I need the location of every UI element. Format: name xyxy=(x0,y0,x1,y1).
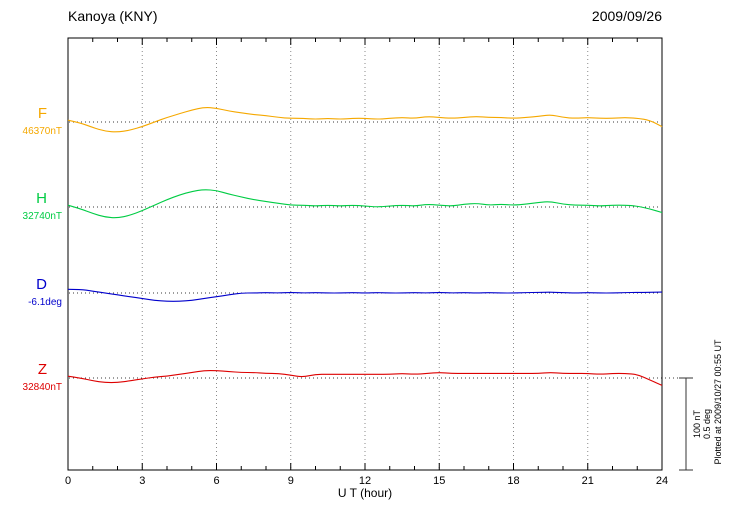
component-baseline-F: 46370nT xyxy=(22,126,62,137)
trace-F xyxy=(67,107,663,133)
scale-label-nt: 100 nT xyxy=(692,409,702,438)
component-label-F: F 46370nT xyxy=(6,106,62,138)
gridlines xyxy=(141,39,589,469)
x-tick-label: 15 xyxy=(433,475,445,487)
trace-H xyxy=(67,189,663,219)
x-tick-label: 0 xyxy=(65,475,71,487)
traces xyxy=(67,107,663,386)
component-baseline-Z: 32840nT xyxy=(22,382,62,393)
component-baseline-D: -6.1deg xyxy=(28,297,62,308)
scale-label-deg: 0.5 deg xyxy=(702,409,712,439)
component-baseline-H: 32740nT xyxy=(22,211,62,222)
plotted-at-note: Plotted at 2009/10/27 00:55 UT xyxy=(713,339,723,465)
x-tick-label: 21 xyxy=(582,475,594,487)
component-label-Z: Z 32840nT xyxy=(6,362,62,394)
trace-D xyxy=(67,288,663,302)
plot-date: 2009/09/26 xyxy=(591,8,662,24)
station-title: Kanoya (KNY) xyxy=(68,8,158,24)
trace-Z xyxy=(67,370,663,386)
component-letter-Z: Z xyxy=(37,361,47,378)
plot-frame xyxy=(67,37,663,471)
x-tick-label: 12 xyxy=(359,475,371,487)
component-label-H: H 32740nT xyxy=(6,191,62,223)
axis-ticks xyxy=(67,38,663,470)
x-axis-label: U T (hour) xyxy=(337,486,393,500)
component-letter-H: H xyxy=(36,190,47,207)
component-label-D: D -6.1deg xyxy=(6,277,62,309)
x-tick-label: 24 xyxy=(656,475,668,487)
x-tick-label: 9 xyxy=(288,475,294,487)
x-tick-label: 6 xyxy=(213,475,219,487)
component-letter-D: D xyxy=(36,276,47,293)
x-tick-label: 3 xyxy=(139,475,145,487)
baselines xyxy=(69,121,688,379)
x-tick-labels: 0 3 6 9 12 15 18 21 24 xyxy=(65,475,668,487)
x-tick-label: 18 xyxy=(507,475,519,487)
component-letter-F: F xyxy=(37,105,47,122)
scale-bar xyxy=(679,377,693,471)
